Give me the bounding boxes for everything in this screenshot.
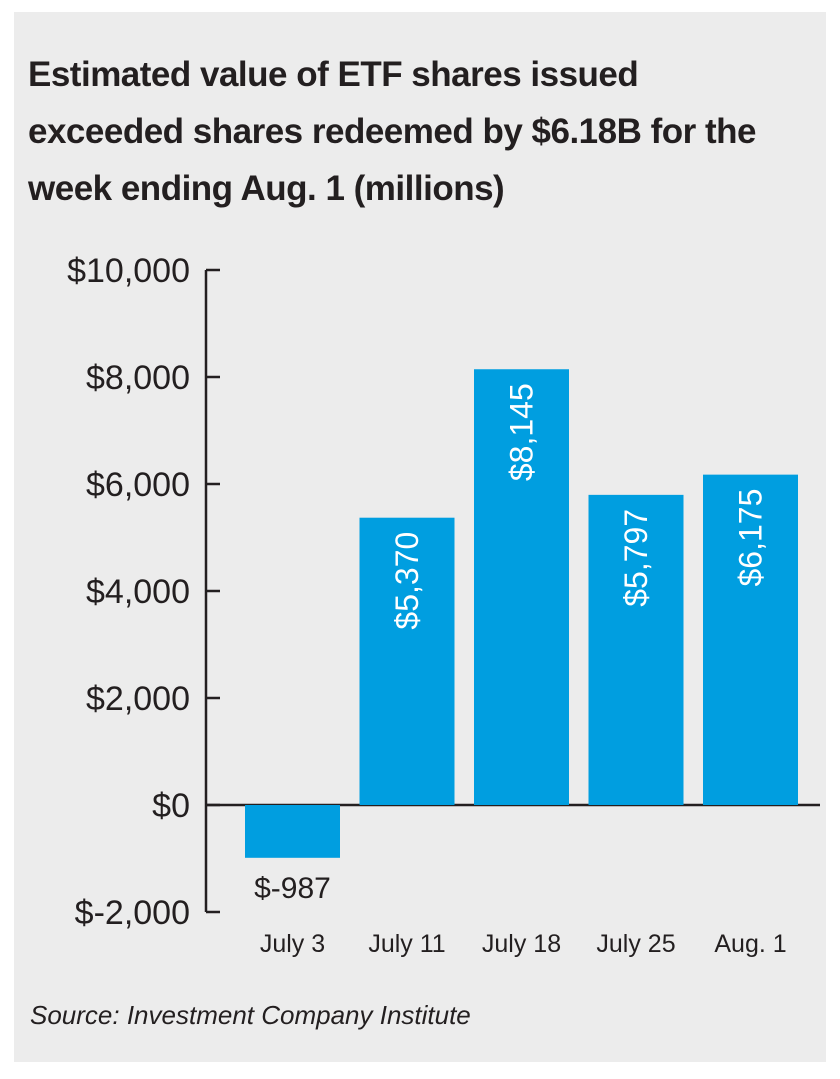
x-category-label: July 3 <box>260 930 325 958</box>
bar <box>474 369 569 805</box>
bar-value-label: $-987 <box>254 872 331 905</box>
y-tick-label: $10,000 <box>67 252 190 290</box>
y-tick-label: $0 <box>152 787 190 825</box>
y-tick-label: $4,000 <box>86 573 190 611</box>
y-tick-label: $8,000 <box>86 359 190 397</box>
y-axis: $10,000 $8,000 $6,000 $4,000 $2,000 $0 $-2,000 <box>67 252 820 932</box>
x-category-label: July 18 <box>482 930 561 958</box>
x-category-label: July 11 <box>368 930 445 958</box>
bar-value-label: $6,175 <box>733 489 769 587</box>
source-note: Source: Investment Company Institute <box>30 1000 471 1030</box>
x-category-label: Aug. 1 <box>714 930 786 958</box>
bar <box>588 494 684 805</box>
bar <box>359 517 455 805</box>
label-group: $-987 July 3 $5,370 July 11 $8,145 July 18 $5,… <box>254 383 787 958</box>
bar-value-label: $8,145 <box>504 383 540 481</box>
bar-value-label: $5,797 <box>618 509 654 607</box>
bar <box>245 805 340 858</box>
bar-value-label: $5,370 <box>389 532 425 630</box>
y-tick-label: $6,000 <box>86 466 190 504</box>
y-tick-label: $-2,000 <box>75 894 190 932</box>
bar <box>703 474 798 805</box>
x-category-label: July 25 <box>596 930 675 958</box>
y-tick-label: $2,000 <box>86 680 190 718</box>
bar-group <box>245 369 798 858</box>
chart-title: Estimated value of ETF shares issued exc… <box>28 55 756 208</box>
